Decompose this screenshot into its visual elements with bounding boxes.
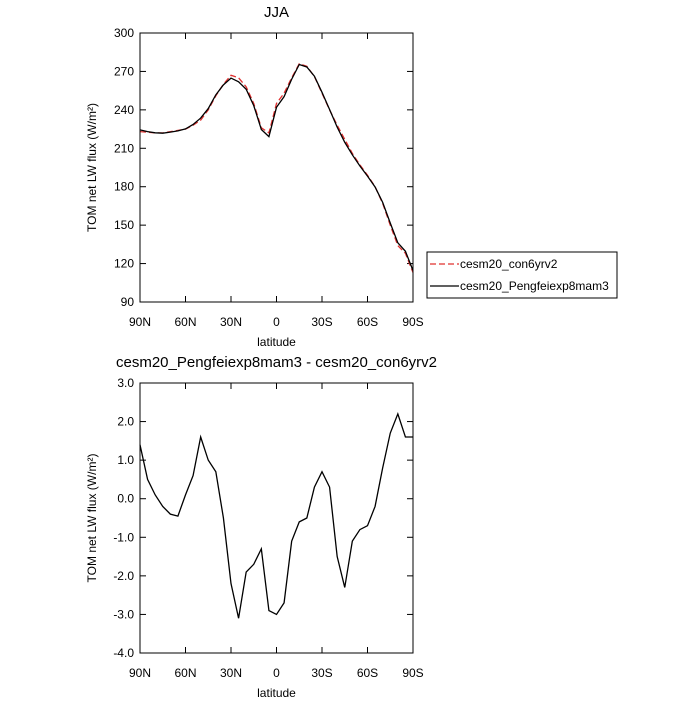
y-tick-label: -4.0: [113, 646, 134, 660]
y-tick-label: 2.0: [117, 415, 134, 429]
x-tick-label: 90N: [129, 666, 151, 680]
x-tick-label: 90N: [129, 315, 151, 329]
y-tick-label: 270: [114, 64, 134, 78]
chart-title: JJA: [264, 4, 289, 21]
x-tick-label: 60N: [174, 315, 196, 329]
y-tick-label: 150: [114, 218, 134, 232]
y-tick-label: -1.0: [113, 530, 134, 544]
data-line: [139, 411, 413, 619]
y-tick-label: 0.0: [117, 492, 134, 506]
y-axis-label: TOM net LW flux (W/m²): [85, 454, 99, 583]
y-axis-label: TOM net LW flux (W/m²): [85, 103, 99, 232]
x-tick-label: 60S: [357, 315, 378, 329]
y-tick-label: -3.0: [113, 607, 134, 621]
x-tick-label: 60N: [174, 666, 196, 680]
data-line: [139, 62, 414, 273]
x-axis-label: latitude: [257, 686, 296, 700]
x-tick-label: 90S: [402, 666, 423, 680]
y-tick-label: 90: [121, 295, 135, 309]
x-tick-label: 30N: [220, 666, 242, 680]
x-tick-label: 0: [273, 315, 280, 329]
y-tick-label: 3.0: [117, 376, 134, 390]
y-tick-label: 1.0: [117, 453, 134, 467]
legend-label: cesm20_con6yrv2: [460, 257, 558, 271]
x-tick-label: 30S: [311, 666, 332, 680]
legend-label: cesm20_Pengfeiexp8mam3: [460, 279, 609, 293]
y-tick-label: 300: [114, 26, 134, 40]
y-tick-label: 210: [114, 141, 134, 155]
x-tick-label: 90S: [402, 315, 423, 329]
x-tick-label: 30S: [311, 315, 332, 329]
x-tick-label: 60S: [357, 666, 378, 680]
plot-frame: [139, 32, 414, 303]
y-tick-label: 180: [114, 180, 134, 194]
data-line: [139, 63, 414, 271]
y-tick-label: 120: [114, 257, 134, 271]
y-tick-label: -2.0: [113, 569, 134, 583]
plot-frame: [139, 382, 414, 654]
x-axis-label: latitude: [257, 335, 296, 349]
x-tick-label: 0: [273, 666, 280, 680]
x-tick-label: 30N: [220, 315, 242, 329]
y-tick-label: 240: [114, 103, 134, 117]
chart-title: cesm20_Pengfeiexp8mam3 - cesm20_con6yrv2: [116, 354, 437, 371]
legend-box: [426, 251, 618, 299]
